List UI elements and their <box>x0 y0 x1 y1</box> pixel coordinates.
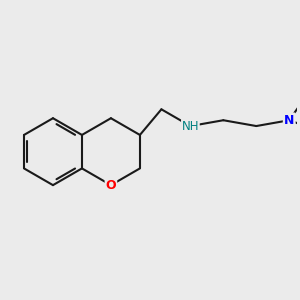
Text: NH: NH <box>182 119 199 133</box>
Text: N: N <box>284 114 294 127</box>
Text: O: O <box>106 178 116 192</box>
